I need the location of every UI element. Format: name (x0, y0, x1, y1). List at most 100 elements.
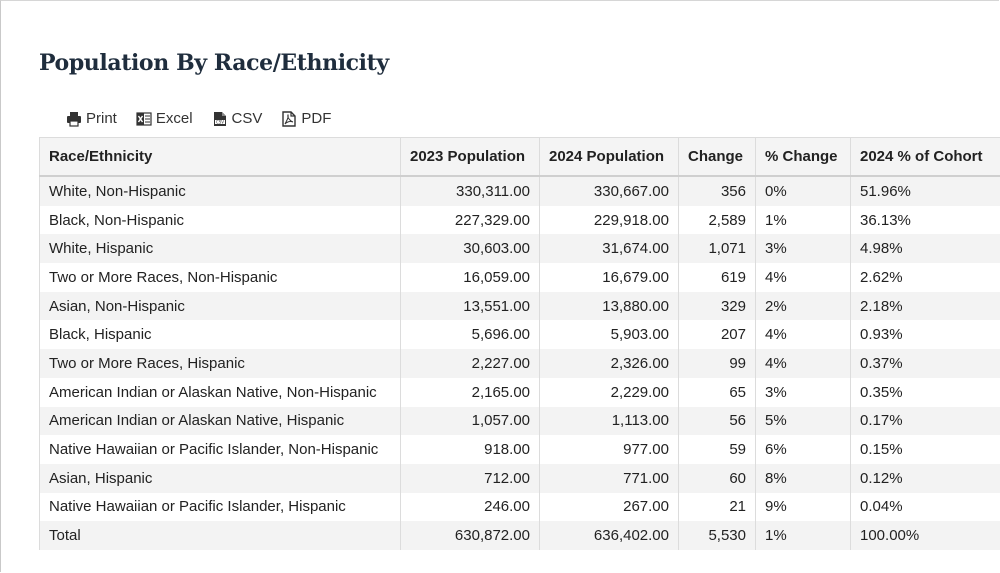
cell-race-ethnicity: American Indian or Alaskan Native, Hispa… (39, 406, 401, 436)
cell-percent-change: 6% (755, 435, 851, 464)
cell-change: 60 (678, 463, 756, 493)
cell-2024-population: 2,229.00 (539, 377, 679, 407)
table-row: Two or More Races, Hispanic 2,227.00 2,326… (39, 349, 1000, 378)
print-button[interactable]: Print (66, 110, 117, 127)
cell-change: 207 (678, 320, 756, 350)
population-table-container: Race/Ethnicity 2023 Population 2024 Popu… (39, 137, 1000, 562)
print-label: Print (86, 110, 117, 127)
table-row: White, Non-Hispanic 330,311.00 330,667.00 3… (39, 176, 1000, 206)
header-2023-population[interactable]: 2023 Population (400, 137, 540, 177)
cell-change: 356 (678, 176, 756, 206)
table-row: Black, Hispanic 5,696.00 5,903.00 207 4% 0.93… (39, 320, 1000, 350)
header-change[interactable]: Change (678, 137, 756, 177)
cell-race-ethnicity: White, Hispanic (39, 234, 401, 264)
table-body: White, Non-Hispanic 330,311.00 330,667.00 3… (39, 176, 1000, 550)
cell-percent-change: 4% (755, 349, 851, 378)
header-2024-population[interactable]: 2024 Population (539, 137, 679, 177)
excel-button[interactable]: Excel (136, 110, 193, 127)
table-row: Native Hawaiian or Pacific Islander, His… (39, 492, 1000, 522)
cell-2024-population: 636,402.00 (539, 521, 679, 550)
cell-2023-population: 330,311.00 (400, 176, 540, 206)
table-row: Asian, Hispanic 712.00 771.00 60 8% 0.12% (39, 463, 1000, 493)
cell-2024-percent-cohort: 0.12% (850, 463, 1000, 493)
cell-percent-change: 3% (755, 377, 851, 407)
cell-race-ethnicity: Black, Hispanic (39, 320, 401, 350)
table-row: White, Hispanic 30,603.00 31,674.00 1,071 3%… (39, 234, 1000, 264)
cell-2023-population: 13,551.00 (400, 291, 540, 321)
cell-race-ethnicity: Native Hawaiian or Pacific Islander, Non… (39, 435, 401, 464)
cell-percent-change: 3% (755, 234, 851, 264)
cell-2024-percent-cohort: 2.18% (850, 291, 1000, 321)
csv-button[interactable]: CSV CSV (212, 110, 263, 127)
cell-change: 56 (678, 406, 756, 436)
cell-race-ethnicity: American Indian or Alaskan Native, Non-H… (39, 377, 401, 407)
cell-2023-population: 227,329.00 (400, 205, 540, 235)
cell-2024-population: 977.00 (539, 435, 679, 464)
cell-2023-population: 2,227.00 (400, 349, 540, 378)
excel-label: Excel (155, 110, 193, 127)
cell-2023-population: 712.00 (400, 463, 540, 493)
cell-2023-population: 246.00 (400, 492, 540, 522)
cell-2024-percent-cohort: 0.93% (850, 320, 1000, 350)
pdf-label: PDF (301, 110, 332, 127)
table-total-row: Total 630,872.00 636,402.00 5,530 1% 100.00% (39, 521, 1000, 550)
cell-percent-change: 4% (755, 263, 851, 292)
page-title: Population By Race/Ethnicity (39, 50, 389, 76)
cell-change: 65 (678, 377, 756, 407)
excel-icon (136, 111, 152, 126)
cell-2023-population: 30,603.00 (400, 234, 540, 264)
cell-2024-population: 229,918.00 (539, 205, 679, 235)
cell-race-ethnicity: Total (39, 521, 401, 550)
cell-percent-change: 9% (755, 492, 851, 522)
cell-race-ethnicity: Native Hawaiian or Pacific Islander, His… (39, 492, 401, 522)
table-row: American Indian or Alaskan Native, Non-H… (39, 377, 1000, 407)
cell-2024-percent-cohort: 100.00% (850, 521, 1000, 550)
cell-2024-percent-cohort: 0.37% (850, 349, 1000, 378)
cell-2024-population: 771.00 (539, 463, 679, 493)
cell-2023-population: 5,696.00 (400, 320, 540, 350)
cell-2024-population: 5,903.00 (539, 320, 679, 350)
cell-2024-population: 13,880.00 (539, 291, 679, 321)
cell-race-ethnicity: Black, Non-Hispanic (39, 205, 401, 235)
cell-percent-change: 2% (755, 291, 851, 321)
cell-2023-population: 1,057.00 (400, 406, 540, 436)
cell-change: 2,589 (678, 205, 756, 235)
cell-2024-population: 2,326.00 (539, 349, 679, 378)
csv-label: CSV (231, 110, 263, 127)
cell-percent-change: 0% (755, 176, 851, 206)
cell-change: 59 (678, 435, 756, 464)
cell-change: 619 (678, 263, 756, 292)
cell-race-ethnicity: Two or More Races, Non-Hispanic (39, 263, 401, 292)
cell-2024-percent-cohort: 0.04% (850, 492, 1000, 522)
table-row: American Indian or Alaskan Native, Hispa… (39, 406, 1000, 436)
cell-change: 21 (678, 492, 756, 522)
cell-change: 5,530 (678, 521, 756, 550)
cell-percent-change: 1% (755, 521, 851, 550)
table-row: Black, Non-Hispanic 227,329.00 229,918.00 2… (39, 205, 1000, 235)
cell-race-ethnicity: Two or More Races, Hispanic (39, 349, 401, 378)
cell-2024-population: 330,667.00 (539, 176, 679, 206)
cell-percent-change: 1% (755, 205, 851, 235)
cell-2023-population: 16,059.00 (400, 263, 540, 292)
header-race-ethnicity[interactable]: Race/Ethnicity (39, 137, 401, 177)
cell-2024-percent-cohort: 0.15% (850, 435, 1000, 464)
cell-2024-population: 16,679.00 (539, 263, 679, 292)
cell-2024-percent-cohort: 2.62% (850, 263, 1000, 292)
cell-change: 99 (678, 349, 756, 378)
header-percent-change[interactable]: % Change (755, 137, 851, 177)
table-row: Native Hawaiian or Pacific Islander, Non… (39, 435, 1000, 464)
pdf-button[interactable]: PDF (281, 110, 331, 127)
cell-race-ethnicity: Asian, Non-Hispanic (39, 291, 401, 321)
cell-2024-population: 1,113.00 (539, 406, 679, 436)
cell-2023-population: 630,872.00 (400, 521, 540, 550)
cell-2024-population: 31,674.00 (539, 234, 679, 264)
csv-file-icon: CSV (213, 111, 226, 126)
cell-2024-percent-cohort: 4.98% (850, 234, 1000, 264)
cell-percent-change: 4% (755, 320, 851, 350)
table-row: Two or More Races, Non-Hispanic 16,059.00… (39, 263, 1000, 292)
table-header-row: Race/Ethnicity 2023 Population 2024 Popu… (39, 137, 1000, 177)
cell-2024-percent-cohort: 0.17% (850, 406, 1000, 436)
header-2024-percent-cohort[interactable]: 2024 % of Cohort (850, 137, 1000, 177)
population-table: Race/Ethnicity 2023 Population 2024 Popu… (39, 137, 1000, 550)
